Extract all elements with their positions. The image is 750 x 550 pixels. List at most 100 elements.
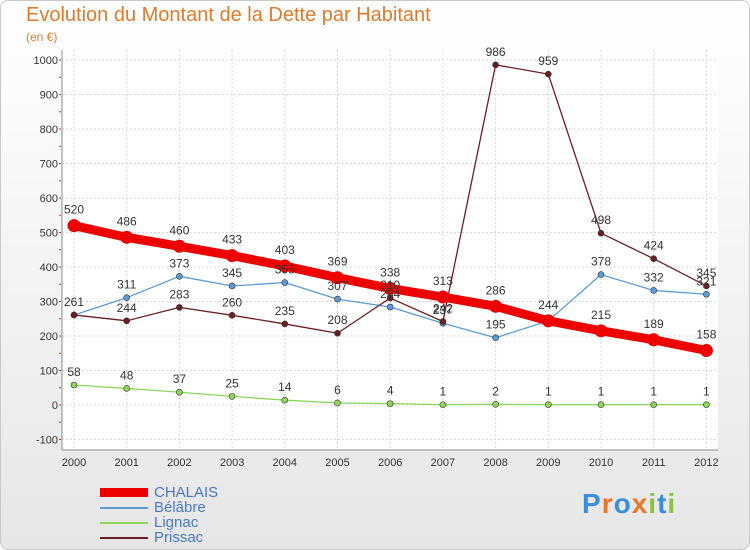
legend-swatch: [100, 536, 148, 539]
data-point-prissac: [123, 317, 130, 325]
data-point-chalais: [383, 281, 397, 295]
data-label: 6: [334, 383, 341, 397]
legend-swatch: [100, 506, 148, 509]
y-tick-label: 500: [40, 228, 58, 240]
data-label: 520: [64, 203, 84, 217]
x-tick-label: 2011: [642, 457, 666, 469]
y-tick-label: 900: [40, 90, 58, 102]
data-label: 460: [169, 223, 189, 237]
data-point-prissac: [703, 282, 710, 290]
x-tick-label: 2010: [589, 457, 613, 469]
data-label: 1: [545, 385, 552, 399]
data-label: 373: [169, 256, 189, 270]
data-label: 332: [644, 270, 664, 284]
x-tick-label: 2005: [325, 457, 349, 469]
data-point-chalais: [172, 239, 186, 253]
data-label: 433: [222, 233, 242, 247]
data-point-prissac: [650, 255, 658, 263]
data-label: 260: [222, 295, 242, 309]
data-point-prissac: [597, 229, 605, 237]
data-label: 58: [67, 365, 81, 379]
data-point-chalais: [331, 271, 344, 285]
data-label: 378: [591, 255, 611, 269]
data-point-lignac: [439, 401, 447, 408]
legend-label: CHALAIS: [154, 484, 219, 501]
data-label: 338: [380, 265, 400, 279]
data-point-bélâbre: [597, 271, 605, 278]
data-label: 313: [433, 274, 453, 288]
data-label: 284: [380, 287, 400, 301]
y-tick-label: 100: [40, 366, 58, 378]
data-point-bélâbre: [281, 279, 289, 286]
data-label: 310: [380, 278, 400, 292]
data-point-lignac: [176, 388, 183, 396]
x-tick-label: 2008: [483, 457, 507, 469]
data-label: 345: [222, 266, 242, 280]
data-point-chalais: [436, 290, 450, 304]
data-label: 369: [327, 255, 347, 269]
x-tick-label: 2000: [62, 457, 86, 469]
y-tick-label: -100: [36, 435, 58, 447]
data-point-prissac: [70, 311, 78, 319]
legend-label: Lignac: [154, 514, 199, 531]
data-point-prissac: [544, 70, 552, 78]
data-label: 14: [278, 380, 292, 394]
legend-label: Prissac: [154, 529, 204, 546]
data-label: 959: [538, 54, 558, 68]
data-point-prissac: [492, 61, 499, 69]
y-tick-label: 200: [40, 331, 58, 343]
legend-swatch: [100, 488, 148, 497]
data-label: 403: [275, 243, 295, 257]
x-tick-label: 2006: [378, 457, 402, 469]
data-point-lignac: [70, 381, 78, 389]
data-point-chalais: [489, 299, 503, 313]
y-tick-label: 600: [40, 193, 58, 205]
data-point-prissac: [176, 304, 183, 311]
data-label: 244: [538, 298, 558, 312]
data-label: 242: [433, 302, 453, 316]
x-tick-label: 2002: [167, 457, 191, 469]
data-point-bélâbre: [334, 295, 341, 303]
chart-subtitle: (en €): [26, 30, 58, 44]
data-label: 986: [486, 45, 506, 59]
data-label: 1: [650, 385, 657, 399]
data-point-lignac: [334, 399, 341, 407]
data-point-lignac: [650, 401, 658, 408]
data-point-bélâbre: [123, 294, 130, 302]
data-label: 345: [696, 266, 716, 280]
data-label: 283: [169, 287, 189, 301]
legend-label: Bélâbre: [154, 499, 206, 516]
y-tick-label: 800: [40, 124, 58, 136]
data-point-lignac: [703, 401, 710, 408]
legend-item: Prissac: [100, 530, 218, 545]
data-label: 48: [120, 368, 134, 382]
data-point-lignac: [386, 400, 394, 407]
data-point-chalais: [120, 230, 134, 244]
x-tick-label: 2004: [273, 457, 297, 469]
data-label: 37: [173, 372, 187, 386]
data-point-chalais: [541, 314, 555, 328]
y-tick-label: 0: [52, 400, 58, 412]
data-label: 189: [644, 317, 664, 331]
data-label: 498: [591, 213, 611, 227]
data-label: 261: [64, 295, 84, 309]
chart-legend: CHALAIS Bélâbre Lignac Prissac: [100, 485, 218, 545]
data-label: 321: [696, 274, 716, 288]
data-point-lignac: [281, 396, 289, 404]
proxiti-logo: Proxiti: [582, 488, 677, 519]
data-label: 307: [327, 279, 347, 293]
data-point-bélâbre: [703, 290, 710, 298]
data-label: 286: [486, 283, 506, 297]
data-point-bélâbre: [492, 334, 499, 342]
data-label: 1: [598, 385, 605, 399]
y-tick-label: 400: [40, 262, 58, 274]
data-point-bélâbre: [650, 287, 658, 294]
chart-title: Evolution du Montant de la Dette par Hab…: [26, 4, 431, 26]
data-label: 237: [433, 303, 453, 317]
data-point-lignac: [492, 401, 499, 408]
data-label: 244: [117, 301, 137, 315]
data-point-bélâbre: [176, 273, 183, 280]
data-label: 2: [492, 384, 499, 398]
data-point-chalais: [594, 324, 608, 338]
